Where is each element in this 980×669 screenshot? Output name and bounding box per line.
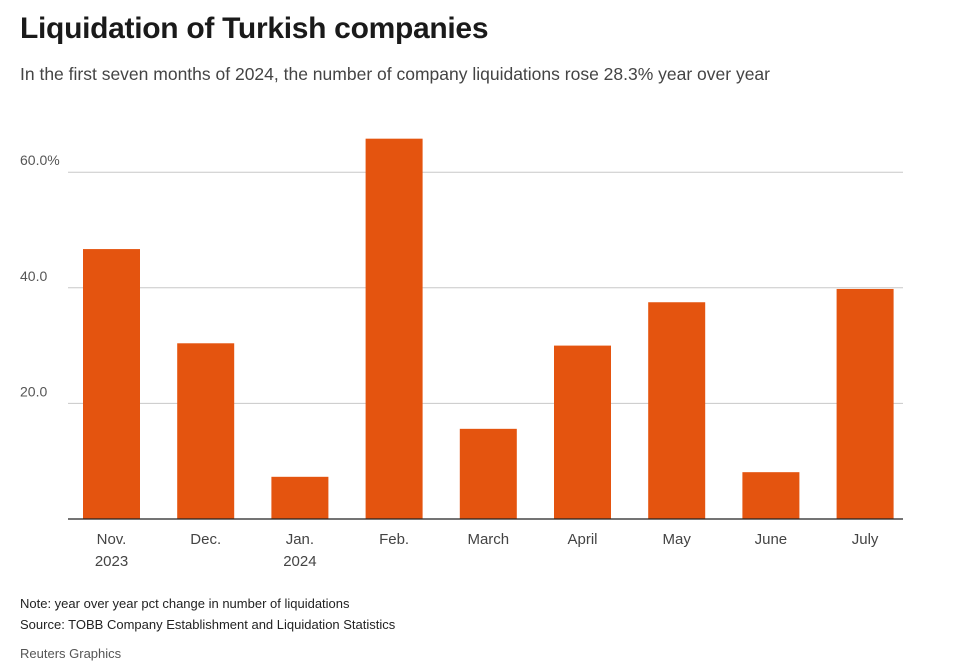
chart-note: Note: year over year pct change in numbe…	[20, 596, 350, 611]
bar-4	[459, 428, 517, 519]
chart-credit: Reuters Graphics	[20, 646, 122, 661]
bar-3	[365, 138, 423, 519]
chart-subtitle: In the first seven months of 2024, the n…	[20, 64, 770, 84]
bar-5	[554, 345, 611, 519]
x-tick-label-0: Nov.	[97, 531, 127, 548]
x-tick-label-5: April	[567, 531, 597, 548]
x-tick-label-2: Jan.	[286, 531, 314, 548]
bar-0	[83, 249, 140, 519]
y-axis-ticks: 20.0 40.0 60.0%	[20, 152, 60, 399]
chart-source: Source: TOBB Company Establishment and L…	[20, 617, 396, 632]
bars	[83, 138, 894, 519]
y-tick-label-1: 40.0	[20, 268, 47, 284]
chart-title: Liquidation of Turkish companies	[20, 12, 489, 45]
x-tick-label-1: Dec.	[190, 531, 221, 548]
x-tick-label-7: June	[755, 531, 788, 548]
x-axis-labels: Nov. 2023 Dec. Jan. 2024 Feb. March April May Jun…	[95, 531, 879, 570]
x-tick-label-3: Feb.	[379, 531, 409, 548]
y-tick-label-0: 20.0	[20, 383, 47, 399]
bar-2	[271, 476, 329, 519]
bar-chart: 20.0 40.0 60.0% Nov. 2023 Dec. Jan. 2024 Feb. Ma…	[20, 138, 903, 570]
x-tick-label-6: May	[663, 531, 692, 548]
bar-6	[648, 302, 706, 519]
x-tick-label-8: July	[852, 531, 879, 548]
x-tick-label-4: March	[467, 531, 509, 548]
x-tick-label-0-line2: 2023	[95, 553, 128, 570]
x-tick-label-2-line2: 2024	[283, 553, 316, 570]
y-tick-label-2: 60.0%	[20, 152, 60, 168]
bar-8	[836, 288, 894, 519]
bar-1	[177, 343, 235, 519]
bar-7	[742, 472, 800, 519]
